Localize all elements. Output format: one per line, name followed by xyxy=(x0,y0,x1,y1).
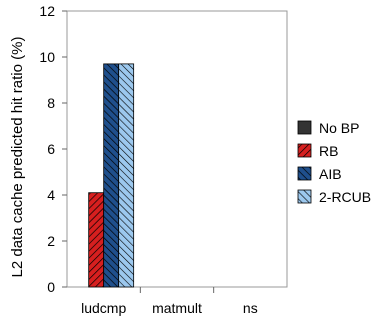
bar-2-rcub-ludcmp xyxy=(118,63,135,288)
legend: No BP RB AIB 2-RCUB xyxy=(297,120,371,205)
y-axis-ticks: 0 2 4 6 8 10 12 xyxy=(39,3,67,295)
x-tick-label: ns xyxy=(243,300,258,316)
legend-label: 2-RCUB xyxy=(319,189,371,205)
y-tick-label: 0 xyxy=(47,279,55,295)
y-tick-label: 12 xyxy=(39,3,55,19)
y-tick-label: 10 xyxy=(39,49,55,65)
bars xyxy=(88,63,135,288)
bar-rb-ludcmp xyxy=(88,192,105,288)
legend-label: RB xyxy=(319,143,338,159)
legend-swatch-aib xyxy=(297,166,312,181)
legend-label: AIB xyxy=(319,166,342,182)
legend-label: No BP xyxy=(319,120,359,136)
y-tick-label: 6 xyxy=(47,141,55,157)
y-tick-label: 4 xyxy=(47,187,55,203)
y-tick-label: 8 xyxy=(47,95,55,111)
legend-swatch-2-rcub xyxy=(297,189,312,204)
y-axis-label: L2 data cache predicted hit ratio (%) xyxy=(9,37,26,278)
legend-swatch-no bp xyxy=(297,120,312,135)
x-tick-label: ludcmp xyxy=(81,300,126,316)
x-tick-label: matmult xyxy=(152,300,202,316)
x-axis-labels: ludcmp matmult ns xyxy=(81,287,258,316)
y-tick-label: 2 xyxy=(47,233,55,249)
bar-aib-ludcmp xyxy=(103,63,120,288)
legend-swatch-rb xyxy=(297,143,312,158)
